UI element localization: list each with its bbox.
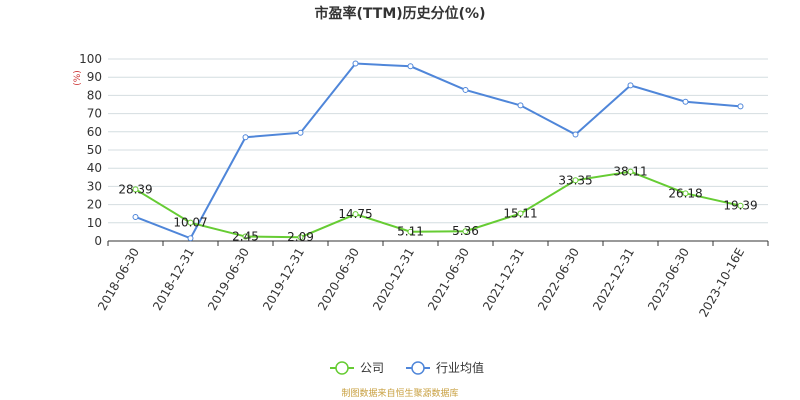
series-group: 28.39 10.07 2.45 2.09 14.75 5.11 5.36 15.11 33.3… <box>118 60 758 245</box>
data-point <box>737 202 744 209</box>
data-label: 26.18 <box>668 186 702 200</box>
x-tick-labels: 2018-06-30 2018-12-31 2019-06-30 2019-12-31… <box>95 246 747 320</box>
series-company: 28.39 10.07 2.45 2.09 14.75 5.11 5.36 15.11 33.3… <box>118 165 757 245</box>
data-label: 33.35 <box>558 173 592 187</box>
data-point <box>682 98 689 105</box>
legend-swatch-marker <box>411 361 425 375</box>
data-point <box>297 129 304 136</box>
data-label: 2.45 <box>232 230 259 244</box>
data-point <box>737 103 744 110</box>
data-point <box>572 131 579 138</box>
data-point <box>352 60 359 67</box>
data-point <box>242 233 249 240</box>
data-point <box>517 210 524 217</box>
data-point <box>407 228 414 235</box>
data-label: 38.11 <box>613 165 647 179</box>
x-tick-label: 2019-06-30 <box>205 246 252 313</box>
axes <box>107 240 769 246</box>
data-label: 14.75 <box>338 207 372 221</box>
y-unit-label: (%) <box>73 70 83 86</box>
legend[interactable]: 公司 行业均值 <box>330 360 484 375</box>
series-industry-average <box>132 60 744 242</box>
data-point <box>572 177 579 184</box>
data-label: 5.36 <box>452 224 479 238</box>
data-label: 28.39 <box>118 182 152 196</box>
y-tick-label: 100 <box>79 52 102 66</box>
data-point <box>682 190 689 197</box>
legend-label: 公司 <box>360 361 384 375</box>
data-point <box>627 82 634 89</box>
x-tick-label: 2018-12-31 <box>150 246 197 313</box>
series-line <box>135 62 741 240</box>
x-tick-label: 2021-06-30 <box>425 246 472 313</box>
y-tick-label: 20 <box>87 198 102 212</box>
y-tick-label: 90 <box>87 70 102 84</box>
y-tick-label: 50 <box>87 143 102 157</box>
y-tick-label: 70 <box>87 107 102 121</box>
data-point <box>132 213 139 220</box>
legend-label: 行业均值 <box>436 360 484 375</box>
data-point <box>132 186 139 193</box>
y-tick-label: 30 <box>87 179 102 193</box>
x-tick-label: 2022-06-30 <box>535 246 582 313</box>
series-line <box>134 170 741 239</box>
data-point <box>187 235 194 242</box>
data-point <box>462 228 469 235</box>
data-label: 10.07 <box>173 216 207 230</box>
data-point <box>462 86 469 93</box>
legend-item[interactable]: 行业均值 <box>406 360 484 375</box>
x-tick-label: 2021-12-31 <box>480 246 527 313</box>
x-tick-label: 2018-06-30 <box>95 246 142 313</box>
y-tick-label: 0 <box>94 234 102 248</box>
data-point <box>352 211 359 218</box>
data-point <box>297 234 304 241</box>
x-tick-label: 2020-12-31 <box>370 246 417 313</box>
x-tick-label: 2020-06-30 <box>315 246 362 313</box>
data-label: 2.09 <box>287 230 314 244</box>
y-tick-label: 10 <box>87 216 102 230</box>
data-point <box>242 134 249 141</box>
x-tick-label: 2023-06-30 <box>645 246 692 313</box>
chart-title: 市盈率(TTM)历史分位(%) <box>315 5 486 22</box>
data-label: 5.11 <box>397 225 424 239</box>
data-label: 15.11 <box>503 206 537 220</box>
x-tick-label: 2023-10-16E <box>696 246 747 320</box>
data-point <box>407 63 414 70</box>
data-point <box>517 102 524 109</box>
data-point <box>187 219 194 226</box>
x-tick-label: 2019-12-31 <box>260 246 307 313</box>
legend-swatch-marker <box>335 361 349 375</box>
source-note: 制图数据来自恒生聚源数据库 <box>341 387 458 399</box>
y-tick-label: 80 <box>87 88 102 102</box>
y-tick-label: 60 <box>87 125 102 139</box>
y-tick-label: 40 <box>87 161 102 175</box>
data-label: 19.39 <box>723 199 757 213</box>
legend-item[interactable]: 公司 <box>330 361 384 375</box>
data-point <box>627 168 634 175</box>
x-tick-label: 2022-12-31 <box>590 246 637 313</box>
y-tick-labels: 0 10 20 30 40 50 60 70 80 90 100 <box>79 52 102 248</box>
